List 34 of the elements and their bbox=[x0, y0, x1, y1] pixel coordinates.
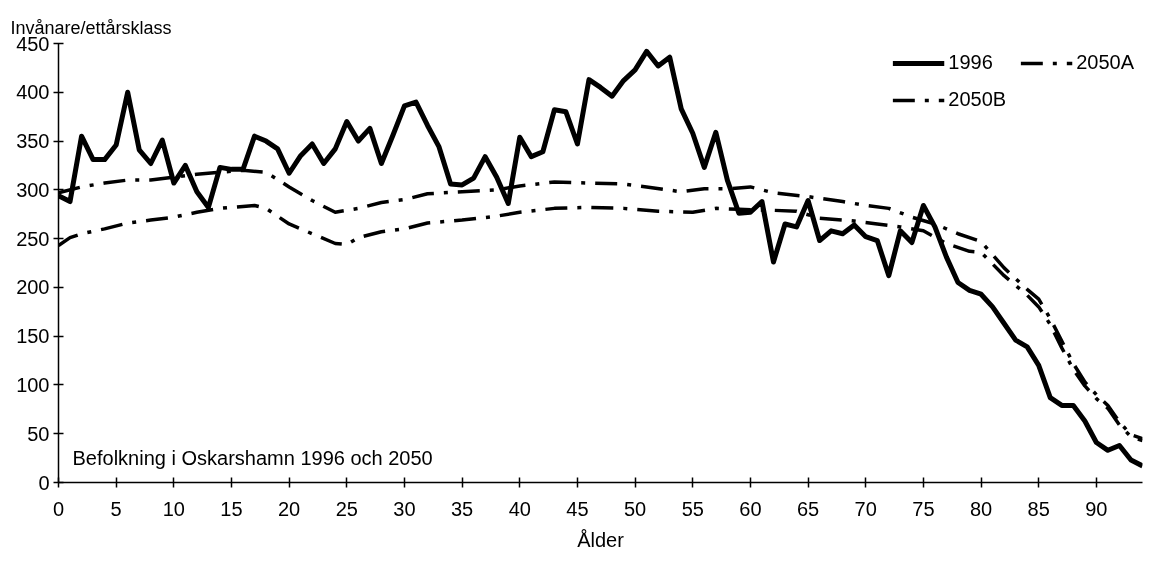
x-tick-label: 50 bbox=[623, 497, 647, 520]
x-axis-title: Ålder bbox=[577, 528, 625, 551]
x-tick-label: 30 bbox=[393, 497, 416, 520]
x-tick-label: 10 bbox=[162, 497, 185, 520]
legend-label: 1996 bbox=[948, 51, 993, 74]
text: Befolkning i Oskarshamn 1996 och 2050 bbox=[72, 446, 433, 469]
x-tick-label: 20 bbox=[278, 497, 301, 520]
x-tick-label: 45 bbox=[566, 497, 589, 520]
y-tick-label: 0 bbox=[38, 471, 50, 494]
x-tick-label: 0 bbox=[52, 497, 65, 520]
legend-label: 2050B bbox=[948, 88, 1007, 111]
y-axis-title: Invånare/ettårsklass bbox=[10, 17, 172, 38]
x-tick-label: 40 bbox=[508, 497, 531, 520]
y-tick-label: 50 bbox=[27, 422, 50, 445]
x-tick-label: 85 bbox=[1027, 497, 1050, 520]
x-tick-label: 75 bbox=[912, 497, 935, 520]
x-tick-label: 55 bbox=[681, 497, 704, 520]
x-tick-label: 65 bbox=[796, 497, 820, 520]
y-tick-label: 100 bbox=[16, 373, 50, 396]
x-tick-label: 70 bbox=[854, 497, 877, 520]
x-tick-label: 25 bbox=[335, 497, 358, 520]
x-tick-label: 5 bbox=[110, 497, 122, 520]
legend-label: 2050A bbox=[1076, 51, 1134, 74]
y-tick-label: 250 bbox=[16, 227, 50, 250]
x-tick-label: 80 bbox=[969, 497, 993, 520]
x-tick-label: 60 bbox=[739, 497, 762, 520]
x-tick-label: 15 bbox=[220, 497, 243, 520]
y-tick-label: 150 bbox=[16, 325, 50, 348]
x-tick-label: 35 bbox=[450, 497, 474, 520]
y-tick-label: 350 bbox=[16, 130, 50, 153]
y-tick-label: 300 bbox=[16, 178, 50, 201]
x-tick-label: 90 bbox=[1085, 497, 1108, 520]
y-tick-label: 200 bbox=[16, 276, 50, 299]
y-tick-label: 400 bbox=[16, 81, 50, 104]
